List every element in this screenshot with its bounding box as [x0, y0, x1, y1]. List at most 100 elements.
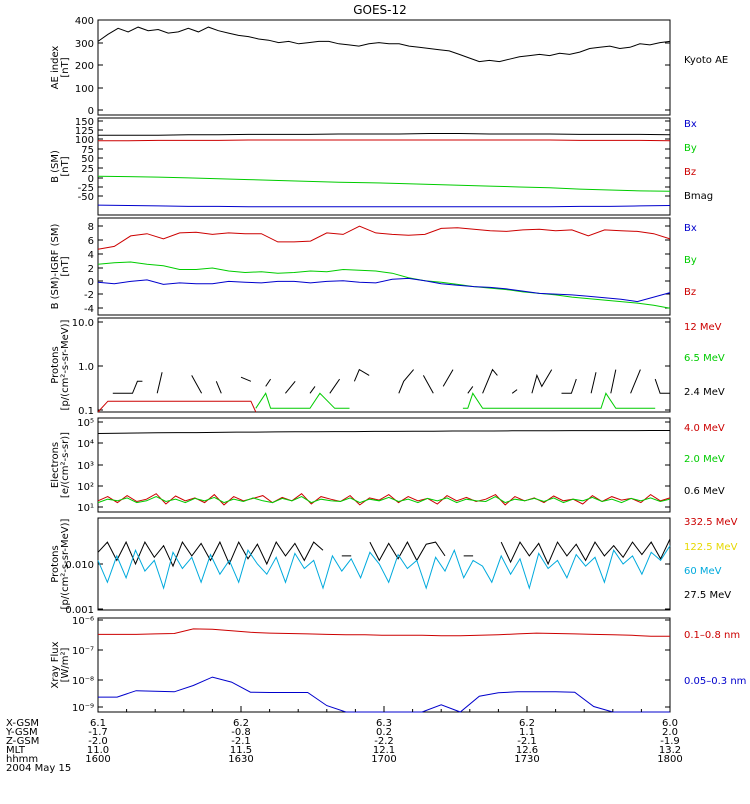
- series-line-blue: [97, 277, 671, 303]
- ephemeris-value: -2.2: [374, 736, 394, 747]
- series-line-green: [97, 496, 671, 504]
- series-line-red: [98, 628, 670, 637]
- legend-entry: By: [684, 143, 697, 154]
- ephemeris-value: -1.9: [660, 736, 680, 747]
- ephemeris-value: 1730: [514, 754, 539, 765]
- y-tick-label: 300: [75, 39, 94, 50]
- legend-entry: 2.4 MeV: [684, 387, 725, 398]
- y-axis-label: [p/(cm²-s-sr-MeV)]: [60, 518, 71, 609]
- ephemeris-value: 6.2: [519, 718, 535, 729]
- date-label: 2004 May 15: [6, 763, 71, 774]
- y-axis-label: [W/m²]: [60, 647, 71, 682]
- ephemeris-row-label: Z-GSM: [6, 736, 39, 747]
- series-line-green: [255, 392, 656, 409]
- series-line-red: [97, 225, 671, 250]
- y-axis-label: Xray Flux: [50, 641, 61, 688]
- series-line-black: [112, 368, 670, 394]
- ephemeris-value: -2.1: [517, 736, 537, 747]
- ephemeris-value: 11.0: [87, 745, 109, 756]
- y-tick-label: 150: [75, 117, 94, 128]
- y-tick-label: -50: [78, 192, 94, 203]
- ephemeris-value: 12.6: [516, 745, 538, 756]
- legend-entry: By: [684, 255, 697, 266]
- series-line-black: [97, 26, 671, 63]
- ephemeris-value: -0.8: [231, 727, 251, 738]
- series-line-green: [97, 261, 671, 309]
- y-tick-label: 75: [81, 145, 94, 156]
- legend-entry: 0.6 MeV: [684, 486, 725, 497]
- legend-entry: 12 MeV: [684, 322, 722, 333]
- panel-protons_high: 0.001 0.010 Protons [p/(cm²-s-sr-MeV)] 332.5…: [50, 517, 738, 616]
- y-tick-label: 10⁻⁷: [72, 646, 94, 657]
- legend-entry: 332.5 MeV: [684, 517, 738, 528]
- y-tick-label: 0.001: [65, 605, 94, 616]
- ephemeris-value: 6.2: [233, 718, 249, 729]
- ephemeris-value: 1700: [371, 754, 396, 765]
- y-tick-label: -25: [78, 183, 94, 194]
- legend-entry: Kyoto AE: [684, 55, 728, 66]
- y-axis-label: [p/(cm²-s-sr-MeV)]: [60, 319, 71, 410]
- y-axis-label: AE index: [50, 46, 61, 90]
- y-tick-label: 2: [88, 264, 94, 275]
- y-axis-label: [e/(cm²-s-sr)]: [60, 432, 71, 498]
- legend-entry: 2.0 MeV: [684, 454, 725, 465]
- ephemeris-value: -1.7: [88, 727, 108, 738]
- series-line-green: [97, 175, 671, 192]
- ephemeris-value: 6.1: [90, 718, 106, 729]
- y-axis-label: Protons: [50, 545, 61, 582]
- y-tick-label: 400: [75, 16, 94, 27]
- y-tick-label: -2: [84, 290, 94, 301]
- y-tick-label: 125: [75, 126, 94, 137]
- y-tick-label: 0: [88, 106, 94, 117]
- series-line-black: [97, 430, 670, 434]
- legend-entry: Bz: [684, 167, 696, 178]
- y-tick-label: 10³: [77, 461, 94, 472]
- y-tick-label: 4: [88, 250, 94, 261]
- y-tick-label: 6: [88, 236, 94, 247]
- legend-entry: 60 MeV: [684, 566, 722, 577]
- y-tick-label: 10²: [77, 482, 94, 493]
- legend-entry: 0.1–0.8 nm: [684, 630, 740, 641]
- y-tick-label: 100: [75, 135, 94, 146]
- ephemeris-row-label: Y-GSM: [5, 727, 38, 738]
- ephemeris-value: 2.0: [662, 727, 678, 738]
- y-axis-label: [nT]: [60, 57, 71, 77]
- figure-title: GOES-12: [353, 3, 407, 17]
- series-line-red: [97, 493, 671, 506]
- series-line-cyan: [97, 545, 671, 590]
- y-tick-label: 10¹: [77, 503, 94, 514]
- panel-frame: [97, 19, 671, 116]
- y-tick-label: 50: [81, 154, 94, 165]
- y-tick-label: 25: [81, 164, 94, 175]
- series-line-black: [97, 538, 671, 568]
- y-tick-label: 0: [88, 174, 94, 185]
- panel-electrons: 10¹ 10² 10³ 10⁴ 10⁵ Electrons [e/(cm²-s-sr)] 4.…: [50, 417, 725, 514]
- ephemeris-value: 1800: [657, 754, 682, 765]
- y-axis-label: [nT]: [60, 156, 71, 176]
- legend-entry: 27.5 MeV: [684, 590, 731, 601]
- y-tick-label: 10⁻⁹: [72, 703, 94, 714]
- ephemeris-value: -2.0: [88, 736, 108, 747]
- panel-protons_low: 0.1 1.0 10.0 Protons [p/(cm²-s-sr-MeV)] 12 Me…: [50, 317, 725, 417]
- y-tick-label: 10.0: [72, 318, 94, 329]
- y-tick-label: 0: [88, 277, 94, 288]
- series-line-black: [98, 133, 671, 136]
- y-tick-label: 1.0: [78, 362, 94, 373]
- panel-frame: [97, 617, 671, 713]
- y-tick-label: -4: [84, 304, 94, 315]
- ephemeris-row-label: X-GSM: [6, 718, 39, 729]
- ephemeris-value: 6.3: [376, 718, 392, 729]
- ephemeris-value: 11.5: [230, 745, 252, 756]
- y-tick-label: 10⁻⁸: [72, 676, 94, 687]
- legend-entry: Bx: [684, 119, 697, 130]
- y-tick-label: 8: [88, 222, 94, 233]
- series-line-red: [97, 400, 257, 413]
- ephemeris-value: 1630: [228, 754, 253, 765]
- legend-entry: Bx: [684, 223, 697, 234]
- legend-entry: 6.5 MeV: [684, 353, 725, 364]
- y-axis-label: B (SM): [50, 150, 61, 183]
- ephemeris-value: 1.1: [519, 727, 535, 738]
